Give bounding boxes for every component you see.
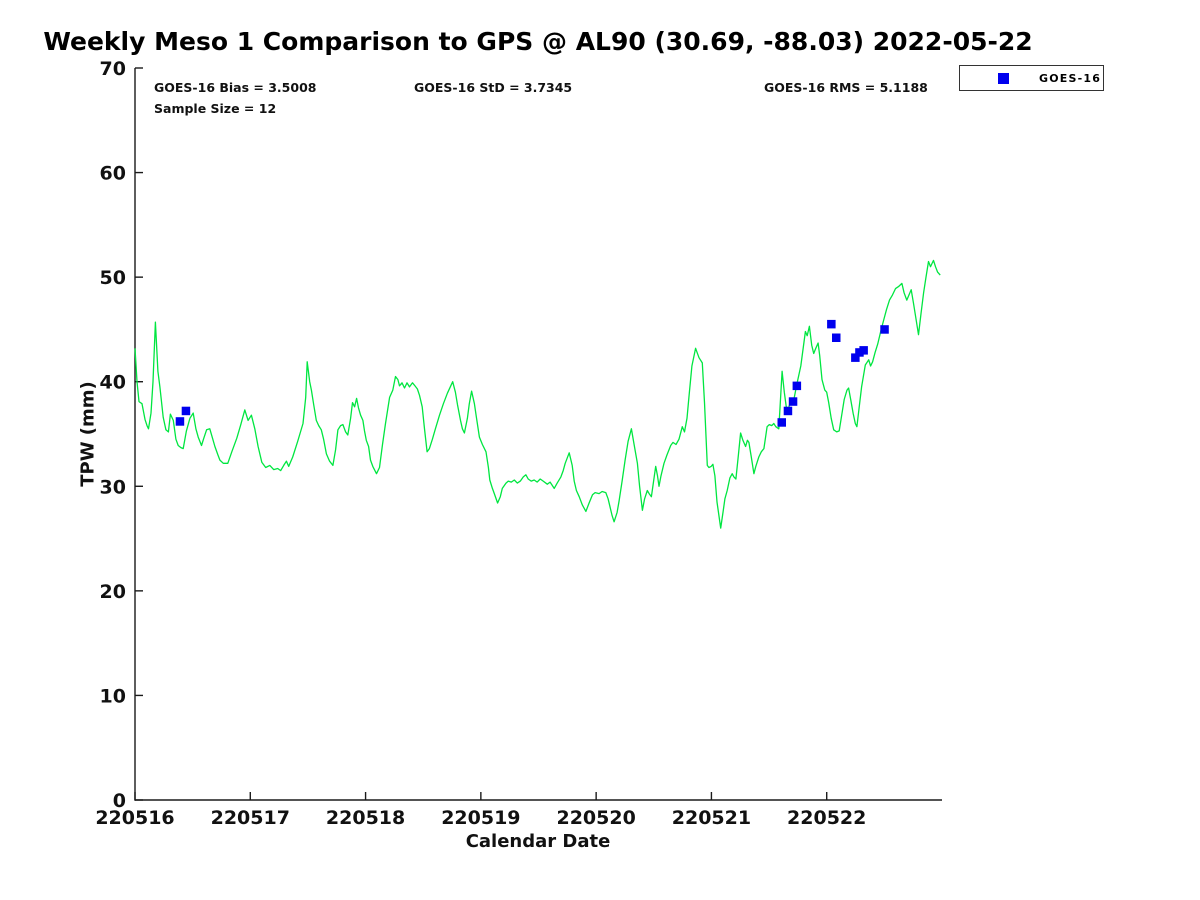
goes16-marker (175, 417, 185, 426)
x-tick-label: 220518 (326, 807, 405, 829)
goes16-marker (880, 325, 889, 334)
y-tick-label: 20 (100, 581, 126, 603)
legend-square-marker-icon (998, 72, 1009, 84)
goes16-marker (851, 353, 860, 362)
y-tick-label: 40 (100, 372, 126, 394)
y-tick-label: 70 (100, 58, 126, 80)
x-tick-label: 220519 (441, 807, 520, 829)
x-axis-label: Calendar Date (465, 831, 611, 852)
x-tick-label: 220516 (95, 807, 174, 829)
y-tick-label: 0 (113, 790, 126, 812)
goes16-marker (783, 406, 793, 416)
gps-tpw-line (134, 259, 941, 529)
goes16-marker (792, 381, 802, 391)
goes16-marker (832, 333, 841, 342)
stat-sample-size: Sample Size = 12 (154, 101, 277, 116)
chart-title: Weekly Meso 1 Comparison to GPS @ AL90 (… (43, 27, 1033, 56)
x-tick-label: 220521 (672, 807, 751, 829)
goes16-marker (181, 406, 191, 416)
y-tick-label: 50 (100, 267, 126, 289)
stat-rms: GOES-16 RMS = 5.1188 (764, 80, 928, 95)
goes16-marker (777, 418, 786, 427)
stat-bias: GOES-16 Bias = 3.5008 (154, 80, 317, 95)
stat-std: GOES-16 StD = 3.7345 (414, 80, 573, 95)
x-tick-label: 220522 (787, 807, 866, 829)
y-tick-label: 30 (100, 476, 126, 498)
legend-label: GOES-16 (1039, 71, 1102, 85)
y-tick-label: 60 (100, 163, 126, 185)
goes16-marker (788, 397, 798, 406)
goes16-marker (827, 319, 836, 329)
x-tick-label: 220520 (556, 807, 635, 829)
goes16-marker (859, 346, 868, 355)
y-tick-label: 10 (100, 685, 126, 707)
x-tick-label: 220517 (211, 807, 290, 829)
legend-box: GOES-16 (959, 65, 1104, 91)
